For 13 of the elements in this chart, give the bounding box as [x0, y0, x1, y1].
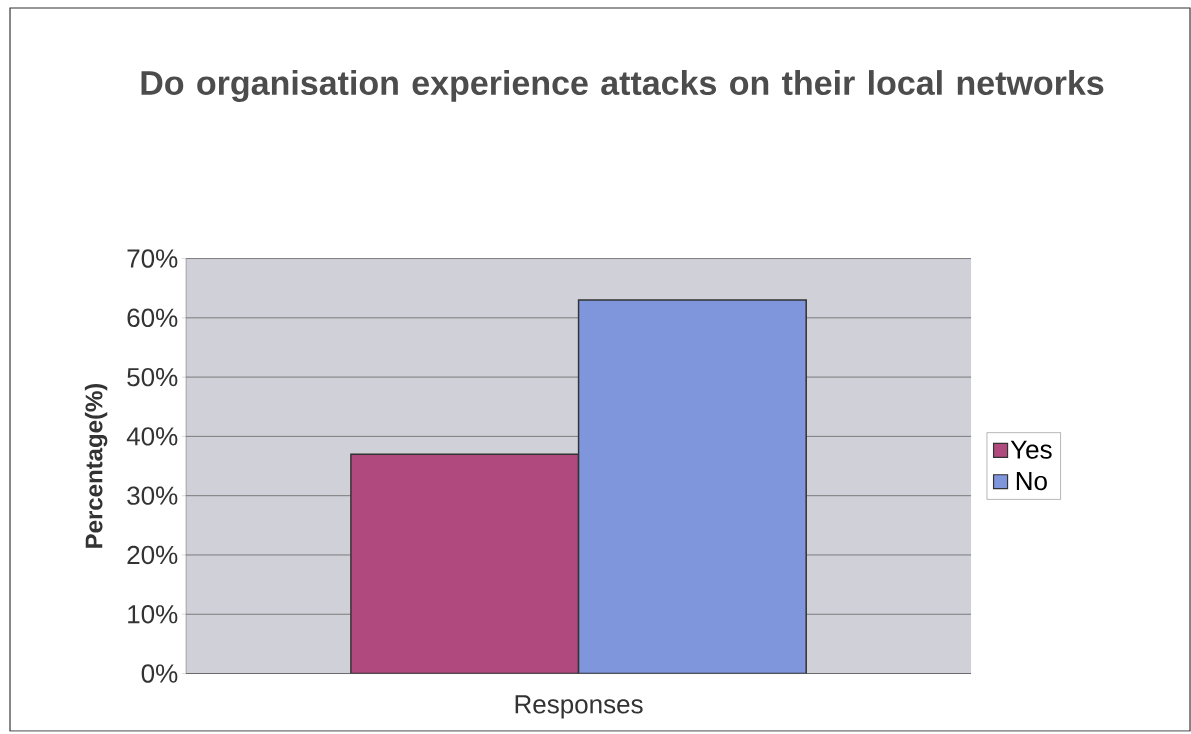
- y-tick-label: 30%: [127, 486, 178, 505]
- x-tick-label: Responses: [515, 695, 643, 719]
- y-tick-label: 50%: [127, 367, 178, 387]
- y-tick-label: 70%: [127, 249, 178, 268]
- y-tick-label: 40%: [126, 427, 178, 446]
- legend-label: Yes: [1010, 440, 1052, 459]
- y-tick-label: 60%: [127, 308, 178, 328]
- chart-title: Do organisation experience attacks on their local networks: [141, 70, 1104, 102]
- y-tick-label: 20%: [127, 545, 178, 565]
- y-tick-label: 0%: [141, 664, 178, 683]
- y-axis-title: Percentage(%): [84, 383, 108, 548]
- legend-label: No: [1016, 472, 1047, 491]
- y-tick-label: 10%: [128, 605, 178, 624]
